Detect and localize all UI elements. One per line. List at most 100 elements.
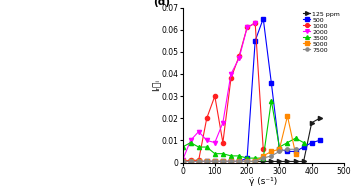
125 ppm xyxy=(205,160,209,163)
125 ppm xyxy=(285,160,290,163)
1000 xyxy=(237,55,241,57)
7500 xyxy=(205,160,209,163)
5000 xyxy=(293,153,298,155)
500 xyxy=(293,150,298,153)
500 xyxy=(277,148,282,150)
Line: 3500: 3500 xyxy=(180,98,306,160)
1000 xyxy=(229,77,233,80)
5000 xyxy=(229,160,233,163)
125 ppm xyxy=(188,160,193,163)
2000 xyxy=(237,57,241,60)
1000 xyxy=(221,142,225,144)
Line: 1000: 1000 xyxy=(180,21,265,163)
1000 xyxy=(180,160,185,163)
7500 xyxy=(180,160,185,163)
500 xyxy=(180,160,185,163)
125 ppm xyxy=(269,160,273,163)
1000 xyxy=(205,117,209,119)
7500 xyxy=(269,155,273,157)
2000 xyxy=(197,130,201,133)
7500 xyxy=(285,148,290,150)
2000 xyxy=(221,122,225,124)
7500 xyxy=(245,160,249,163)
7500 xyxy=(253,160,257,163)
Line: 2000: 2000 xyxy=(180,21,257,162)
125 ppm xyxy=(197,160,201,163)
7500 xyxy=(213,160,217,163)
1000 xyxy=(261,148,265,150)
500 xyxy=(302,146,306,148)
Legend: 125 ppm, 500, 1000, 2000, 3500, 5000, 7500: 125 ppm, 500, 1000, 2000, 3500, 5000, 75… xyxy=(302,11,341,53)
125 ppm xyxy=(221,160,225,163)
5000 xyxy=(221,160,225,163)
500 xyxy=(285,150,290,153)
500 xyxy=(197,160,201,163)
500 xyxy=(213,160,217,163)
5000 xyxy=(197,160,201,163)
3500 xyxy=(261,157,265,159)
X-axis label: γ̇ (s⁻¹): γ̇ (s⁻¹) xyxy=(249,177,277,186)
500 xyxy=(253,40,257,42)
3500 xyxy=(180,146,185,148)
Line: 7500: 7500 xyxy=(181,148,297,163)
7500 xyxy=(277,150,282,153)
1000 xyxy=(213,95,217,97)
125 ppm xyxy=(245,160,249,163)
3500 xyxy=(245,157,249,159)
3500 xyxy=(285,142,290,144)
500 xyxy=(221,160,225,163)
3500 xyxy=(302,142,306,144)
125 ppm xyxy=(261,160,265,163)
500 xyxy=(205,160,209,163)
125 ppm xyxy=(180,160,185,163)
500 xyxy=(245,157,249,159)
3500 xyxy=(253,157,257,159)
2000 xyxy=(180,159,185,161)
2000 xyxy=(245,26,249,29)
3500 xyxy=(269,99,273,102)
5000 xyxy=(205,160,209,163)
7500 xyxy=(229,160,233,163)
500 xyxy=(310,142,314,144)
7500 xyxy=(197,160,201,163)
Line: 125 ppm: 125 ppm xyxy=(180,116,322,163)
125 ppm xyxy=(302,160,306,163)
3500 xyxy=(197,146,201,148)
5000 xyxy=(180,160,185,163)
7500 xyxy=(293,148,298,150)
Y-axis label: Iᵣᵜᵢ: Iᵣᵜᵢ xyxy=(151,79,160,91)
125 ppm xyxy=(213,160,217,163)
125 ppm xyxy=(253,160,257,163)
1000 xyxy=(197,159,201,161)
3500 xyxy=(229,155,233,157)
7500 xyxy=(188,160,193,163)
5000 xyxy=(269,150,273,153)
3500 xyxy=(221,153,225,155)
Line: 5000: 5000 xyxy=(180,114,298,163)
3500 xyxy=(213,153,217,155)
500 xyxy=(188,160,193,163)
500 xyxy=(237,160,241,163)
3500 xyxy=(237,155,241,157)
500 xyxy=(261,18,265,20)
7500 xyxy=(237,160,241,163)
Line: 500: 500 xyxy=(180,17,322,163)
125 ppm xyxy=(229,160,233,163)
7500 xyxy=(261,157,265,159)
1000 xyxy=(188,159,193,161)
2000 xyxy=(253,22,257,24)
500 xyxy=(269,82,273,84)
3500 xyxy=(205,146,209,148)
2000 xyxy=(188,139,193,142)
125 ppm xyxy=(310,122,314,124)
125 ppm xyxy=(318,117,322,119)
2000 xyxy=(213,142,217,144)
1000 xyxy=(245,26,249,29)
3500 xyxy=(293,137,298,139)
5000 xyxy=(253,160,257,163)
125 ppm xyxy=(277,160,282,163)
500 xyxy=(229,160,233,163)
5000 xyxy=(188,160,193,163)
3500 xyxy=(277,146,282,148)
5000 xyxy=(245,160,249,163)
